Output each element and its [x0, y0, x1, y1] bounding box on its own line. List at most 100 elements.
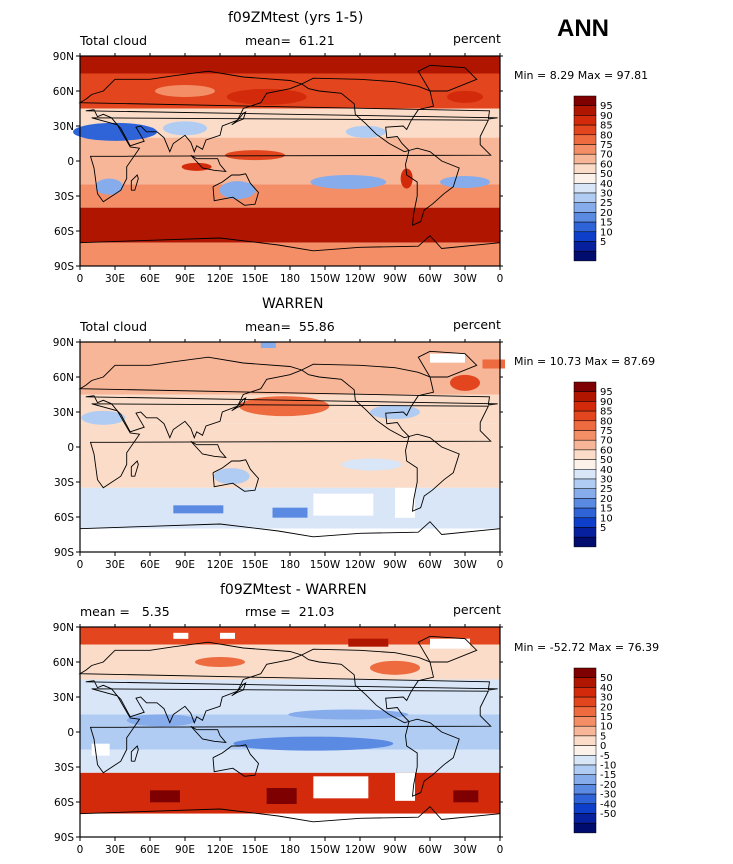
coastline-segment [89, 403, 492, 489]
colorbar-box [573, 153, 597, 165]
x-tick-label: 60W [418, 273, 442, 285]
panel-2-minmax: Min = 10.73 Max = 87.69 [514, 355, 656, 368]
field-band [80, 56, 500, 74]
coastline-segment [190, 440, 227, 459]
field-blob [447, 90, 483, 103]
colorbar-box [573, 231, 597, 242]
field-box [173, 505, 224, 514]
colorbar-label: 30 [600, 693, 613, 704]
colorbar-box [573, 124, 597, 136]
coastline-segment [231, 397, 247, 412]
panel-1-axes: 0 30E 60E 90E 120E 150E 180 150W 120W 90W 60W 30W 09… [53, 51, 504, 285]
colorbar-label: 80 [600, 130, 613, 141]
field-blob [155, 85, 215, 97]
field-band [80, 184, 500, 208]
x-tick-label: 90W [383, 273, 407, 285]
panel-3-map: 0 30E 60E 90E 120E 150E 180 150W 120W 90W 60W 30W 09… [53, 622, 504, 856]
x-tick-label: 150W [310, 559, 341, 571]
colorbar-box [573, 507, 597, 519]
no-data-box [430, 638, 470, 649]
coastline-segment [212, 744, 260, 777]
panel-3-rmse-label: rmse = 21.03 [245, 604, 335, 619]
coastline-segment [190, 154, 227, 173]
x-tick-label: 60E [140, 273, 160, 285]
colorbar-box [573, 725, 597, 737]
coastline-segment [79, 235, 501, 252]
panel-1-mean-value: 61.21 [298, 33, 335, 48]
no-data-box [395, 487, 415, 518]
colorbar-box [573, 498, 597, 509]
colorbar-label: 25 [600, 484, 613, 495]
panel-2-variable-label: Total cloud [80, 319, 148, 334]
panel-1-coastlines [78, 64, 501, 252]
coastline-segment [79, 806, 501, 823]
field-blob [370, 405, 420, 419]
colorbar-box [573, 95, 597, 106]
y-tick-label: 0 [67, 442, 74, 454]
colorbar-label: 50 [600, 455, 613, 466]
coastline-segment [231, 682, 247, 697]
colorbar-box [573, 105, 597, 116]
coastline-segment [130, 460, 139, 477]
season-label: ANN [557, 15, 609, 42]
y-tick-label: 0 [67, 156, 74, 168]
y-tick-label: 90N [53, 51, 74, 63]
panel-2-map-fill [80, 342, 505, 552]
colorbar-box [573, 459, 597, 470]
y-tick-label: 90N [53, 337, 74, 349]
colorbar-label: 80 [600, 416, 613, 427]
panel-3-mean-value: 5.35 [141, 604, 170, 619]
colorbar-label: 10 [600, 513, 613, 524]
y-tick-label: 90S [54, 832, 74, 844]
colorbar-label: 0 [600, 741, 606, 752]
colorbar-box [573, 192, 597, 203]
colorbar-box [573, 793, 597, 805]
field-box [150, 790, 180, 803]
colorbar-box [573, 250, 597, 262]
colorbar-label: -50 [600, 809, 616, 820]
colorbar-box [573, 822, 597, 834]
colorbar-label: 5 [600, 523, 606, 534]
coastline-segment [301, 77, 435, 153]
coastline-segment [405, 147, 460, 226]
field-box [348, 638, 389, 647]
field-band [80, 137, 500, 185]
colorbar-box [573, 696, 597, 708]
colorbar-box [573, 115, 597, 126]
colorbar-box [573, 774, 597, 785]
panel-1-title: f09ZMtest (yrs 1-5) [228, 10, 364, 26]
field-band [80, 528, 500, 552]
no-data-box [313, 776, 369, 799]
field-blob [310, 175, 387, 189]
colorbar-label: 25 [600, 198, 613, 209]
colorbar-box [573, 381, 597, 392]
y-tick-label: 90S [54, 261, 74, 273]
colorbar-box [573, 478, 597, 489]
colorbar-box [573, 536, 597, 548]
field-blob [440, 176, 490, 188]
field-blob [226, 88, 307, 105]
coastline-segment [89, 117, 492, 203]
colorbar-label: 40 [600, 683, 613, 694]
coastline-segment [301, 363, 435, 439]
y-tick-label: 90S [54, 547, 74, 559]
x-tick-label: 60W [418, 844, 442, 856]
field-blob [341, 458, 402, 471]
coastline-segment [405, 718, 460, 797]
x-tick-label: 90W [383, 559, 407, 571]
panel-3-rmse-value: 21.03 [298, 604, 335, 619]
colorbar-box [573, 173, 597, 184]
field-blob [225, 150, 285, 161]
x-tick-label: 180 [280, 559, 300, 571]
colorbar-box [573, 212, 597, 223]
x-tick-label: 120E [207, 844, 234, 856]
colorbar-label: 60 [600, 445, 613, 456]
panel-3-units: percent [453, 602, 501, 617]
colorbar-box [573, 391, 597, 402]
panel-1-units: percent [453, 31, 501, 46]
panel-1-variable-label: Total cloud [80, 33, 148, 48]
no-data-box [91, 743, 110, 756]
field-blob [450, 374, 480, 391]
